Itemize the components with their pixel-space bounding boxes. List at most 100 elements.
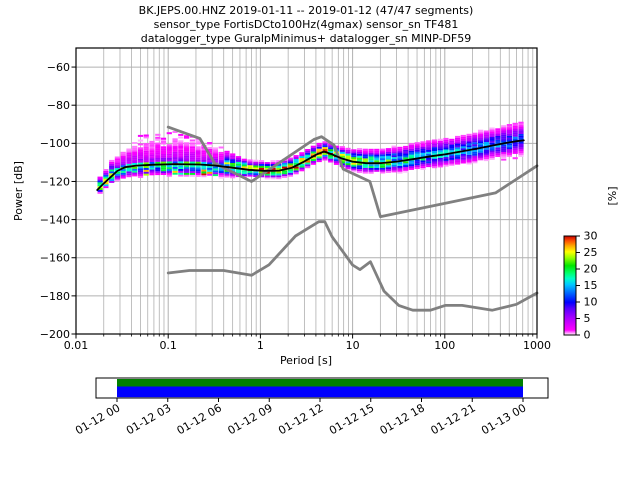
histogram-dash: [235, 171, 242, 174]
histogram-dash: [339, 148, 345, 150]
histogram-dash: [506, 133, 512, 136]
histogram-dash: [207, 150, 213, 153]
histogram-dash: [172, 168, 178, 171]
histogram-dash: [397, 167, 403, 170]
histogram-dash: [328, 154, 334, 157]
histogram-dash: [155, 156, 161, 158]
histogram-dash: [247, 167, 253, 169]
histogram-dash: [501, 155, 507, 158]
histogram-dash: [160, 148, 167, 151]
histogram-dash: [449, 146, 455, 149]
histogram-dash: [172, 140, 178, 143]
histogram-dash: [426, 159, 432, 162]
histogram-dash: [149, 161, 155, 164]
histogram-dash: [97, 180, 103, 183]
histogram-dash: [160, 161, 167, 164]
histogram-dash: [362, 152, 368, 155]
histogram-dash: [345, 151, 351, 154]
histogram-dash: [270, 171, 276, 174]
histogram-dash: [282, 174, 288, 177]
histogram-dash: [160, 152, 167, 154]
histogram-dash: [178, 153, 184, 156]
histogram-dash: [276, 177, 282, 180]
histogram-dash: [305, 154, 311, 157]
histogram-dash: [455, 156, 461, 159]
histogram-dash: [293, 162, 299, 165]
histogram-dash: [397, 171, 403, 174]
histogram-dash: [264, 167, 270, 170]
histogram-dash: [120, 157, 126, 160]
histogram-dash: [109, 171, 115, 174]
histogram-dash: [466, 139, 472, 142]
histogram-dash: [437, 165, 443, 168]
histogram-dash: [408, 156, 414, 159]
histogram-dash: [270, 177, 276, 180]
histogram-dash: [235, 156, 242, 159]
histogram-dash: [437, 144, 443, 147]
histogram-dash: [403, 170, 409, 173]
histogram-dash: [230, 164, 236, 167]
histogram-dash: [501, 150, 507, 152]
histogram-dash: [109, 159, 115, 162]
histogram-dash: [189, 159, 195, 162]
histogram-dash: [137, 170, 144, 173]
histogram-dash: [137, 139, 144, 142]
histogram-dash: [501, 131, 507, 133]
histogram-dash: [155, 146, 161, 149]
histogram-dash: [120, 165, 126, 168]
histogram-dash: [460, 146, 466, 149]
histogram-dash: [472, 153, 478, 156]
histogram-dash: [368, 160, 374, 163]
histogram-dash: [270, 167, 276, 170]
histogram-dash: [103, 184, 109, 187]
histogram-dash: [506, 139, 512, 142]
histogram-dash: [258, 163, 265, 166]
histogram-dash: [506, 131, 512, 134]
histogram-dash: [483, 130, 489, 133]
histogram-dash: [166, 146, 172, 149]
histogram-dash: [109, 173, 115, 176]
histogram-dash: [310, 145, 316, 148]
histogram-dash: [403, 165, 409, 167]
histogram-dash: [460, 148, 466, 151]
histogram-dash: [224, 156, 230, 159]
histogram-dash: [287, 165, 293, 168]
histogram-dash: [518, 145, 524, 148]
histogram-dash: [132, 147, 138, 150]
histogram-dash: [103, 172, 109, 175]
histogram-dash: [172, 166, 178, 169]
histogram-dash: [132, 168, 138, 171]
histogram-dash: [437, 142, 443, 145]
histogram-dash: [437, 159, 443, 162]
histogram-dash: [160, 159, 167, 162]
histogram-dash: [345, 155, 351, 158]
histogram-dash: [132, 162, 138, 165]
histogram-dash: [195, 157, 201, 160]
histogram-dash: [189, 161, 195, 164]
histogram-dash: [166, 153, 172, 156]
histogram-dash: [97, 176, 103, 179]
histogram-dash: [489, 154, 495, 157]
histogram-dash: [149, 148, 155, 151]
histogram-dash: [351, 151, 357, 154]
histogram-dash: [374, 169, 380, 172]
histogram-dash: [455, 162, 461, 165]
histogram-dash: [184, 169, 190, 171]
histogram-dash: [518, 154, 524, 157]
histogram-dash: [195, 161, 201, 164]
histogram-dash: [103, 178, 109, 181]
histogram-dash: [460, 152, 466, 154]
histogram-dash: [201, 148, 207, 151]
histogram-dash: [189, 172, 195, 175]
histogram-dash: [368, 167, 374, 170]
histogram-dash: [287, 169, 293, 171]
histogram-dash: [195, 140, 201, 143]
histogram-dash: [184, 161, 190, 164]
histogram-dash: [437, 155, 443, 158]
title-line-3: datalogger_type GuralpMinimus+ datalogge…: [141, 32, 472, 45]
histogram-dash: [437, 161, 443, 164]
histogram-dash: [501, 136, 507, 139]
histogram-dash: [472, 161, 478, 164]
histogram-dash: [472, 134, 478, 137]
histogram-dash: [195, 169, 201, 172]
